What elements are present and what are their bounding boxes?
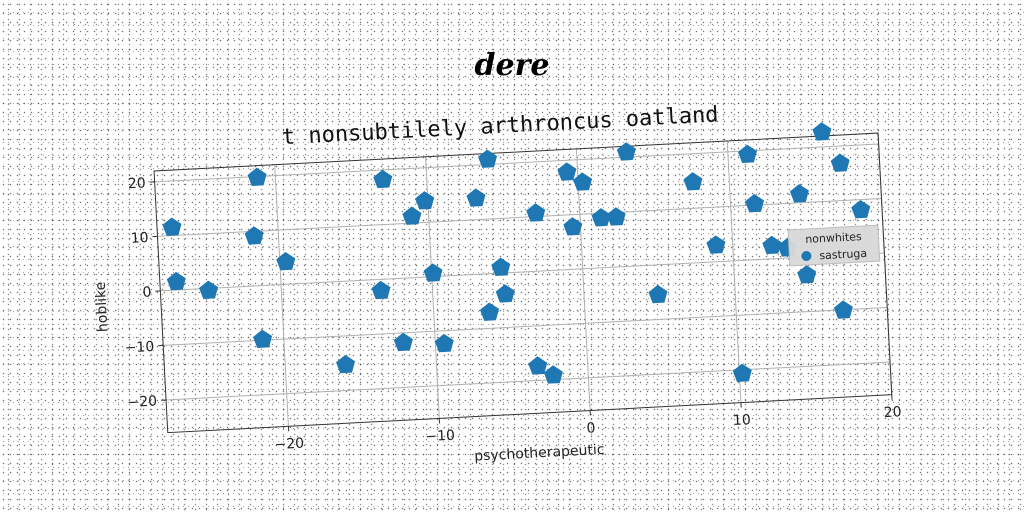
y-grid-line <box>160 252 885 292</box>
legend-title: nonwhites <box>805 230 862 246</box>
legend: nonwhites sastruga <box>787 224 881 267</box>
data-point <box>423 263 443 282</box>
x-tick-label: −10 <box>425 428 455 446</box>
data-point <box>253 329 273 349</box>
y-tick-label: 20 <box>127 175 146 192</box>
data-point <box>797 265 817 284</box>
x-grid-line <box>274 164 289 427</box>
y-grid-line <box>154 143 879 183</box>
data-point <box>830 153 850 172</box>
data-point <box>732 363 752 382</box>
data-point <box>479 302 500 321</box>
data-point <box>162 217 182 236</box>
data-point <box>393 332 413 352</box>
data-point <box>762 235 782 255</box>
chart-title: t nonsubtilely arthroncus oatland <box>281 102 719 150</box>
data-point <box>373 169 393 189</box>
x-tick-label: −20 <box>274 436 304 454</box>
y-tick-label: −20 <box>127 393 157 411</box>
data-point <box>466 188 486 207</box>
data-point <box>563 217 583 236</box>
x-axis-label: psychotherapeutic <box>474 442 605 465</box>
data-point <box>745 194 765 213</box>
x-grid-line <box>726 140 742 403</box>
data-point <box>526 203 546 222</box>
y-grid-line <box>157 197 882 237</box>
y-axis-label: hoblike <box>93 281 112 332</box>
data-point <box>851 199 871 219</box>
data-point <box>606 207 626 226</box>
figure-suptitle: dere <box>474 48 550 83</box>
y-tick-label: −10 <box>124 339 154 357</box>
data-point <box>402 206 422 225</box>
data-point <box>199 280 219 300</box>
data-point <box>789 184 809 203</box>
plot-frame <box>153 132 893 434</box>
data-point <box>336 354 356 374</box>
data-point <box>543 365 563 384</box>
y-tick-label: 0 <box>142 284 152 300</box>
data-point <box>572 172 593 191</box>
data-point <box>591 208 611 227</box>
data-point <box>247 167 267 187</box>
data-point <box>166 271 186 291</box>
data-point <box>495 284 515 303</box>
legend-marker <box>801 250 812 261</box>
data-point <box>491 257 511 276</box>
data-point <box>616 142 636 161</box>
data-point <box>434 333 454 353</box>
data-point <box>276 251 296 271</box>
y-grid-line <box>166 361 891 401</box>
data-points <box>162 122 871 384</box>
data-point <box>371 280 391 300</box>
x-tick-label: 0 <box>586 420 596 436</box>
data-point <box>706 235 726 254</box>
data-point <box>244 226 264 245</box>
data-point <box>812 122 832 141</box>
x-tick-label: 20 <box>883 404 902 421</box>
data-point <box>683 172 703 191</box>
y-grid-line <box>163 306 888 346</box>
data-point <box>648 284 668 304</box>
data-point <box>415 191 435 210</box>
data-point <box>478 149 498 168</box>
y-tick-label: 10 <box>130 230 149 247</box>
data-point <box>737 144 757 164</box>
axis-ticks: −20 −10 0 10 20 −20 −10 0 10 20 <box>124 175 902 454</box>
data-point <box>557 162 577 181</box>
x-grid-line <box>575 148 591 411</box>
x-tick-label: 10 <box>733 412 752 429</box>
grid-lines <box>154 133 893 427</box>
data-point <box>833 300 853 319</box>
legend-entry-sastruga: sastruga <box>819 247 867 262</box>
data-point <box>528 356 548 375</box>
